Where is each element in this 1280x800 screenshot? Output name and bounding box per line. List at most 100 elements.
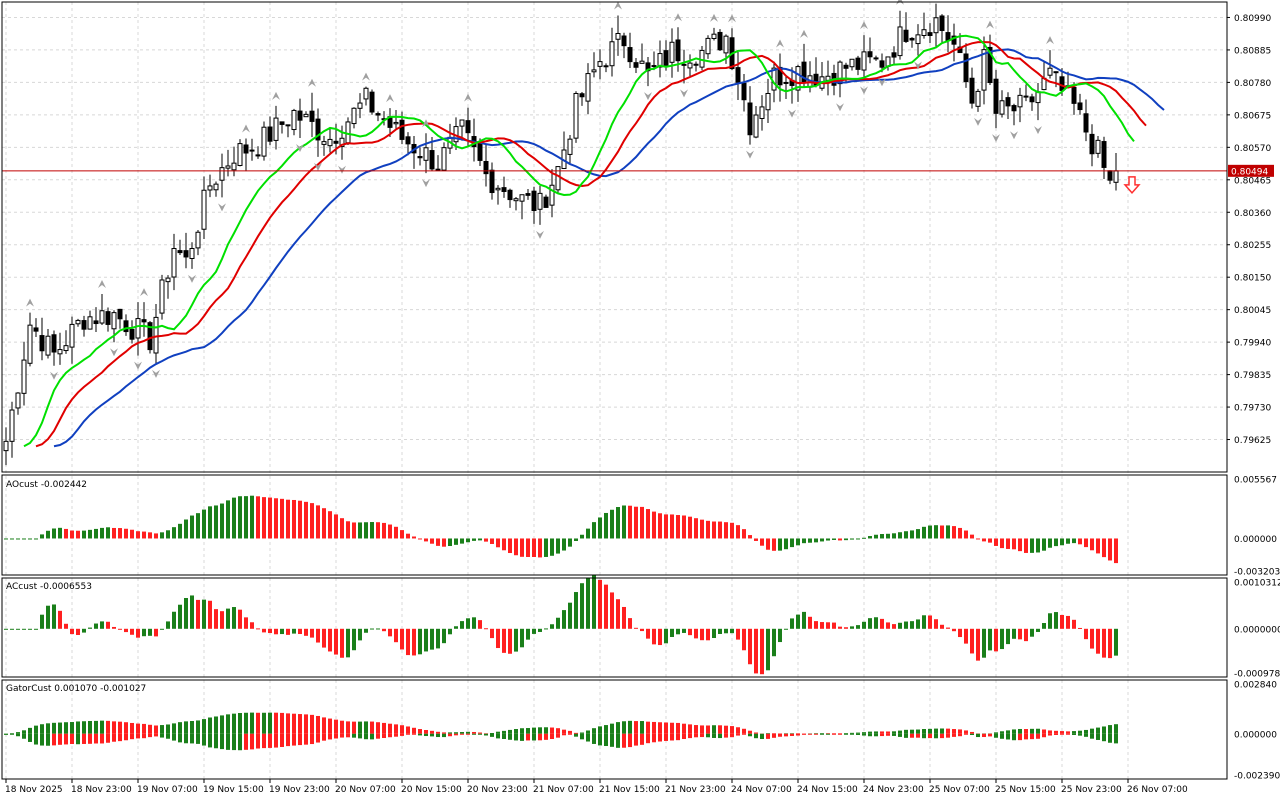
candle[interactable] bbox=[903, 12, 909, 43]
candle[interactable] bbox=[237, 139, 243, 167]
candle[interactable] bbox=[963, 43, 969, 88]
candle[interactable] bbox=[45, 329, 51, 359]
candle[interactable] bbox=[663, 40, 669, 71]
candle[interactable] bbox=[87, 310, 93, 330]
candle[interactable] bbox=[705, 35, 711, 59]
ac-panel[interactable] bbox=[4, 574, 1118, 675]
candle[interactable] bbox=[189, 242, 195, 269]
candle[interactable] bbox=[27, 312, 33, 367]
candle[interactable] bbox=[81, 315, 87, 337]
candle[interactable] bbox=[483, 144, 489, 187]
candle[interactable] bbox=[543, 194, 549, 208]
candle[interactable] bbox=[171, 233, 177, 291]
candle[interactable] bbox=[495, 185, 501, 205]
candle[interactable] bbox=[891, 46, 897, 65]
candle[interactable] bbox=[261, 121, 267, 161]
candle[interactable] bbox=[687, 54, 693, 77]
candle[interactable] bbox=[927, 23, 933, 44]
candle[interactable] bbox=[993, 69, 999, 129]
candle[interactable] bbox=[153, 303, 159, 364]
candle[interactable] bbox=[693, 61, 699, 72]
price-panel[interactable]: 0.80494 bbox=[2, 0, 1274, 466]
candle[interactable] bbox=[249, 138, 255, 161]
candle[interactable] bbox=[423, 133, 429, 174]
candle[interactable] bbox=[111, 310, 117, 343]
candle[interactable] bbox=[969, 67, 975, 109]
candle[interactable] bbox=[141, 302, 147, 337]
candle[interactable] bbox=[135, 302, 141, 356]
candle[interactable] bbox=[1029, 93, 1035, 111]
candle[interactable] bbox=[765, 78, 771, 123]
candle[interactable] bbox=[579, 92, 585, 106]
candle[interactable] bbox=[105, 307, 111, 332]
candle[interactable] bbox=[255, 146, 261, 159]
candle[interactable] bbox=[555, 166, 561, 194]
candle[interactable] bbox=[393, 109, 399, 131]
candle[interactable] bbox=[207, 174, 213, 198]
candle[interactable] bbox=[861, 35, 867, 81]
candle[interactable] bbox=[219, 153, 225, 198]
candle[interactable] bbox=[939, 14, 945, 45]
candle[interactable] bbox=[711, 27, 717, 41]
candle[interactable] bbox=[567, 134, 573, 165]
candle[interactable] bbox=[177, 239, 183, 256]
candle[interactable] bbox=[123, 314, 129, 336]
candle[interactable] bbox=[327, 127, 333, 153]
candle[interactable] bbox=[297, 98, 303, 138]
candle[interactable] bbox=[225, 149, 231, 177]
candle[interactable] bbox=[585, 63, 591, 115]
candle[interactable] bbox=[615, 15, 621, 56]
candle[interactable] bbox=[183, 232, 189, 269]
candle[interactable] bbox=[609, 27, 615, 77]
candle[interactable] bbox=[849, 58, 855, 71]
candle[interactable] bbox=[99, 294, 105, 325]
candle[interactable] bbox=[63, 330, 69, 354]
candle[interactable] bbox=[315, 108, 321, 157]
candle[interactable] bbox=[1071, 82, 1077, 115]
candle[interactable] bbox=[69, 316, 75, 364]
candle[interactable] bbox=[279, 121, 285, 134]
candle[interactable] bbox=[291, 108, 297, 136]
candle[interactable] bbox=[591, 52, 597, 78]
candle[interactable] bbox=[759, 95, 765, 131]
candle[interactable] bbox=[525, 188, 531, 200]
candle[interactable] bbox=[597, 49, 603, 80]
candle[interactable] bbox=[747, 86, 753, 145]
candle[interactable] bbox=[897, 10, 903, 60]
candle[interactable] bbox=[357, 93, 363, 119]
candle[interactable] bbox=[735, 52, 741, 101]
candle[interactable] bbox=[741, 73, 747, 112]
candle[interactable] bbox=[915, 24, 921, 56]
candle[interactable] bbox=[441, 142, 447, 171]
candle[interactable] bbox=[1077, 93, 1083, 115]
candle[interactable] bbox=[489, 162, 495, 200]
candle[interactable] bbox=[999, 90, 1005, 118]
candle[interactable] bbox=[21, 341, 27, 406]
candle[interactable] bbox=[549, 169, 555, 218]
candle[interactable] bbox=[321, 135, 327, 156]
candle[interactable] bbox=[1083, 99, 1089, 142]
candle[interactable] bbox=[213, 181, 219, 197]
candle[interactable] bbox=[531, 186, 537, 224]
candle[interactable] bbox=[681, 49, 687, 84]
candle[interactable] bbox=[933, 3, 939, 48]
candle[interactable] bbox=[501, 176, 507, 198]
candle[interactable] bbox=[1053, 71, 1059, 88]
candle[interactable] bbox=[57, 332, 63, 365]
candle[interactable] bbox=[93, 307, 99, 332]
candle[interactable] bbox=[369, 89, 375, 115]
candle[interactable] bbox=[1095, 136, 1101, 158]
candle[interactable] bbox=[855, 55, 861, 76]
candle[interactable] bbox=[75, 318, 81, 327]
candle[interactable] bbox=[513, 197, 519, 211]
candle[interactable] bbox=[363, 86, 369, 106]
candle[interactable] bbox=[9, 401, 15, 458]
candle[interactable] bbox=[405, 132, 411, 156]
candle[interactable] bbox=[3, 427, 9, 466]
candle[interactable] bbox=[345, 117, 351, 146]
ao-panel[interactable] bbox=[4, 495, 1118, 564]
candle[interactable] bbox=[435, 155, 441, 171]
candle[interactable] bbox=[309, 92, 315, 138]
candle[interactable] bbox=[657, 40, 663, 78]
gator-panel[interactable] bbox=[4, 712, 1118, 751]
